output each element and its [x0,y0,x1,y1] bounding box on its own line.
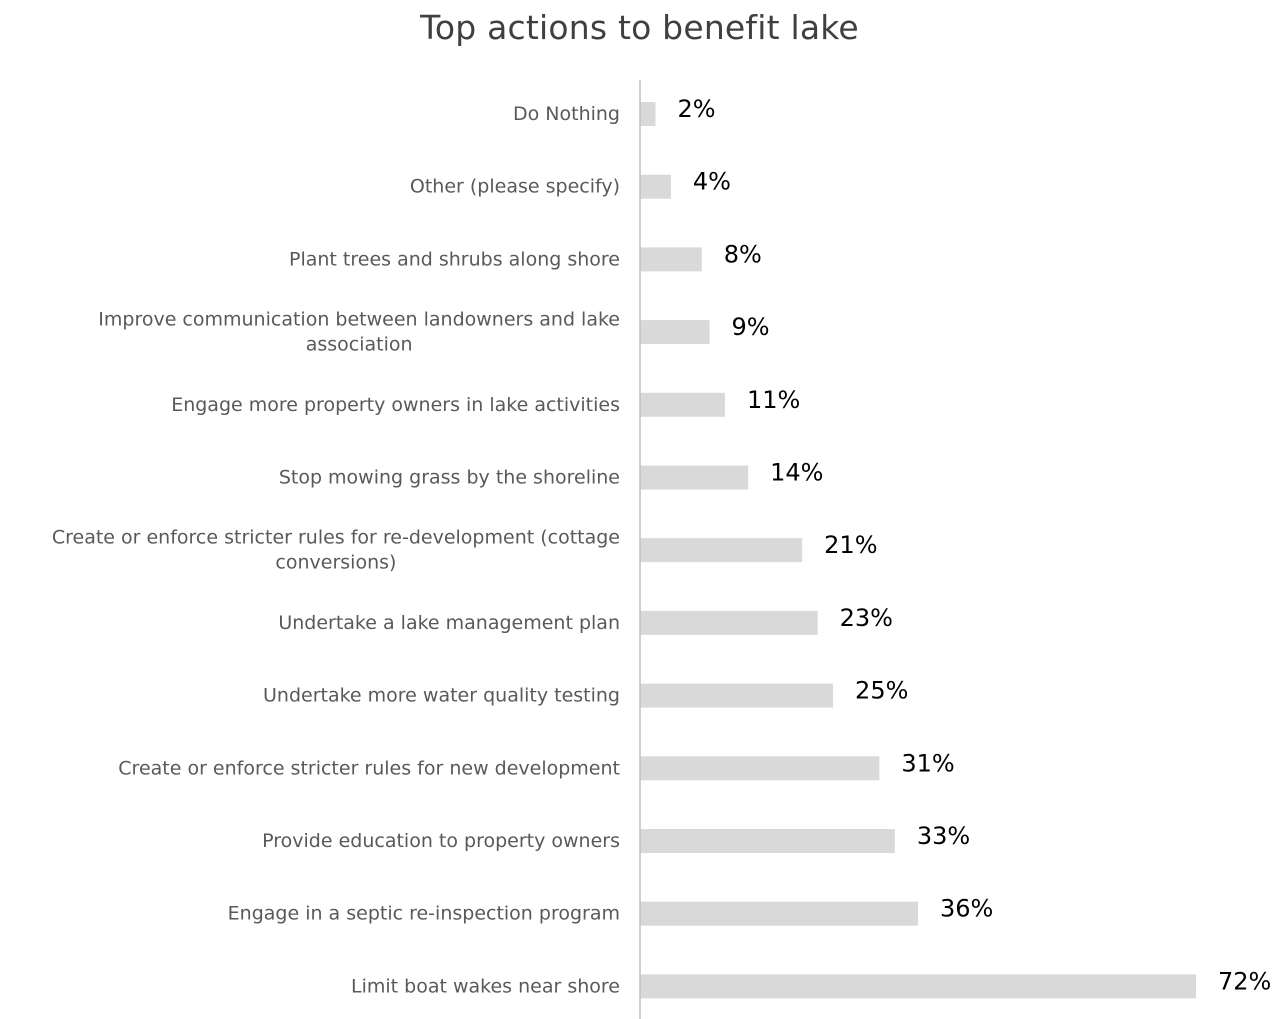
category-label: Create or enforce stricter rules for new… [118,757,620,779]
bar [640,974,1196,999]
bar [640,610,818,635]
value-label: 25% [855,677,908,705]
bar [640,392,725,417]
category-label: conversions) [275,552,396,574]
chart-title: Top actions to benefit lake [420,8,859,47]
category-label: Undertake a lake management plan [278,612,620,634]
value-labels: 2% 4% 8% 9% 11% 14% 21% 23% 25% 31% 33% 36% 72% [677,95,1271,995]
category-label: Limit boat wakes near shore [351,975,620,997]
bar [640,683,834,708]
category-label: association [306,334,413,356]
value-label: 31% [901,749,954,777]
category-label: Create or enforce stricter rules for re-… [52,527,620,549]
category-label: Improve communication between landowners… [98,309,620,331]
value-label: 33% [917,822,970,850]
bar [640,247,702,272]
value-label: 8% [724,240,762,268]
category-label: Stop mowing grass by the shoreline [279,467,620,489]
value-label: 72% [1218,967,1271,995]
value-label: 36% [940,895,993,923]
category-label: Provide education to property owners [262,830,620,852]
bar [640,538,803,563]
value-label: 9% [732,313,770,341]
value-label: 14% [770,459,823,487]
bar [640,102,656,126]
bar [640,320,710,345]
category-label: Engage more property owners in lake acti… [171,394,620,416]
value-label: 11% [747,386,800,414]
value-label: 2% [677,95,715,123]
value-label: 23% [840,604,893,632]
category-label: Plant trees and shrubs along shore [289,248,620,270]
bar [640,829,895,853]
value-label: 4% [693,168,731,196]
category-label: Engage in a septic re-inspection program [228,903,620,925]
bars-layer [640,102,1196,999]
category-labels: Do Nothing Other (please specify) Plant tr… [52,103,620,997]
value-label: 21% [824,531,877,559]
bar [640,174,671,199]
category-label: Other (please specify) [410,176,620,198]
category-label: Undertake more water quality testing [263,685,620,707]
bar [640,465,749,490]
bar [640,901,918,926]
bar [640,756,880,781]
category-label: Do Nothing [513,103,620,125]
